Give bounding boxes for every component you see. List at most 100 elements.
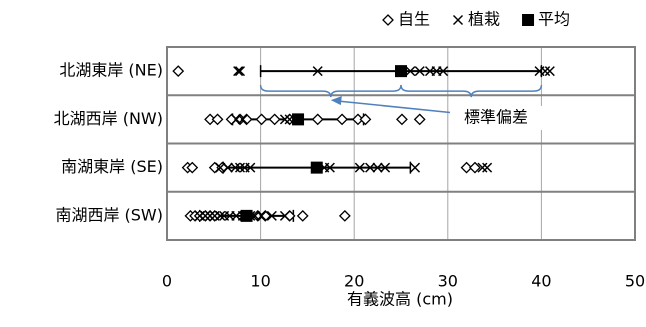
cross-stroke [245, 162, 256, 173]
cross-marker [215, 162, 226, 173]
cross-stroke [237, 114, 248, 125]
y-tick-label: 北湖西岸 (NW) [54, 109, 163, 128]
cross-marker [438, 66, 449, 77]
cross-stroke [365, 162, 376, 173]
cross-stroke [234, 66, 246, 77]
cross-marker [540, 66, 551, 77]
cross-stroke [414, 66, 425, 77]
cross-stroke [205, 210, 216, 221]
cross-marker [482, 162, 493, 173]
cross-stroke [222, 162, 233, 173]
cross-marker [245, 162, 256, 173]
diamond-marker [460, 161, 473, 174]
cross-marker [324, 162, 335, 173]
cross-stroke [215, 210, 226, 221]
cross-stroke [452, 14, 464, 26]
cross-stroke [324, 162, 335, 173]
diamond-marker [359, 113, 372, 126]
cross-marker [354, 162, 365, 173]
x-tick-label: 40 [531, 272, 551, 291]
annotation-box [450, 106, 542, 130]
cross-stroke [477, 162, 488, 173]
diamond-marker [216, 161, 229, 174]
cross-stroke [410, 162, 421, 173]
cross-marker [380, 162, 391, 173]
annotation: 標準偏差 [464, 108, 528, 127]
y-tick-label: 南湖東岸 (SE) [61, 157, 163, 176]
x-tick-label: 30 [438, 272, 458, 291]
cross-marker [405, 66, 416, 77]
cross-marker [544, 66, 555, 77]
diamond-marker [382, 14, 394, 26]
diamond-marker [211, 113, 224, 126]
legend-label: 植栽 [468, 10, 500, 29]
x-axis-title: 有義波高 (cm) [347, 290, 453, 309]
x-tick-label: 10 [250, 272, 270, 291]
cross-marker [312, 66, 323, 77]
cross-stroke [279, 210, 290, 221]
cross-marker [205, 210, 216, 221]
diamond-marker [259, 209, 272, 222]
cross-marker [279, 210, 290, 221]
diamond-marker [396, 113, 408, 126]
cross-stroke [312, 66, 323, 77]
brace [259, 85, 402, 98]
cross-stroke [234, 162, 246, 173]
cross-stroke [230, 162, 241, 173]
legend-label: 自生 [398, 10, 430, 29]
diamond-marker [336, 113, 348, 126]
diamond-marker [255, 113, 268, 126]
cross-stroke [215, 162, 226, 173]
plot-frame [166, 46, 636, 241]
cross-stroke [372, 162, 383, 173]
cross-stroke [200, 210, 211, 221]
legend-label: 平均 [538, 10, 570, 29]
cross-stroke [256, 210, 267, 221]
cross-stroke [279, 114, 290, 125]
cross-marker [372, 162, 383, 173]
cross-stroke [354, 162, 365, 173]
cross-stroke [540, 66, 551, 77]
cross-stroke [266, 210, 277, 221]
cross-marker [234, 66, 246, 77]
cross-marker [233, 66, 244, 77]
cross-marker [234, 162, 246, 173]
square-marker [292, 113, 305, 126]
cross-marker [237, 114, 248, 125]
diamond-marker [296, 209, 309, 222]
square-marker [522, 14, 535, 26]
diamond-marker [268, 113, 281, 126]
x-tick-label: 20 [344, 272, 364, 291]
diamond-marker [413, 113, 426, 126]
cross-stroke [438, 66, 449, 77]
square-marker [240, 209, 253, 222]
cross-stroke [405, 66, 416, 77]
diamond-marker [469, 161, 481, 174]
cross-stroke [380, 162, 391, 173]
cross-marker [215, 210, 226, 221]
arrow-head [330, 96, 342, 106]
cross-marker [230, 162, 241, 173]
diamond-marker [240, 113, 253, 126]
cross-marker [414, 66, 425, 77]
diamond-marker [186, 161, 199, 174]
cross-marker [279, 114, 290, 125]
diamond-marker [338, 209, 351, 222]
cross-marker [365, 162, 376, 173]
cross-stroke [482, 162, 493, 173]
cross-marker [222, 162, 233, 173]
cross-marker [200, 210, 211, 221]
cross-marker [452, 14, 464, 26]
brace [400, 85, 543, 98]
cross-stroke [544, 66, 555, 77]
cross-stroke [233, 66, 244, 77]
arrow-line [338, 100, 456, 114]
y-tick-label: 南湖西岸 (SW) [55, 205, 163, 224]
diamond-marker [172, 65, 185, 78]
square-marker [395, 65, 407, 78]
y-tick-label: 北湖東岸 (NE) [59, 61, 163, 80]
cross-marker [266, 210, 277, 221]
x-tick-label: 50 [625, 272, 645, 291]
cross-marker [477, 162, 488, 173]
